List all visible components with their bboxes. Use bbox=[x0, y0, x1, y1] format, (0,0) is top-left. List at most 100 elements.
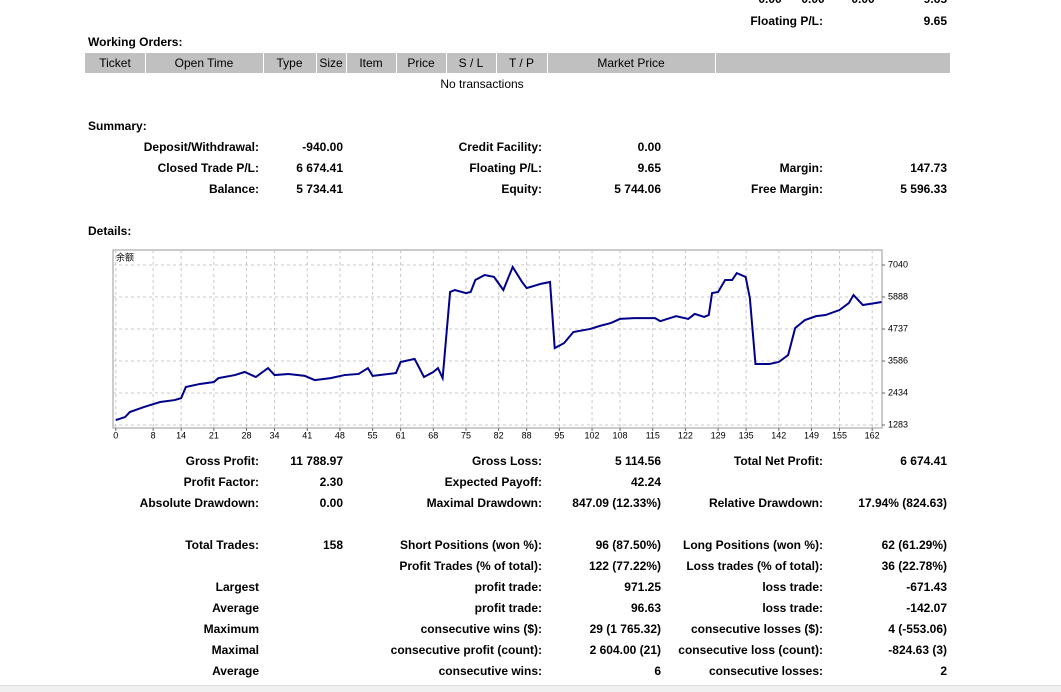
value: -142.07 bbox=[906, 601, 947, 615]
table-header-bar bbox=[85, 53, 950, 73]
column-header: Price bbox=[407, 56, 435, 70]
section-title: Summary: bbox=[88, 119, 147, 133]
value: 0.00 bbox=[319, 496, 343, 510]
label: Gross Profit: bbox=[185, 454, 259, 468]
label: Deposit/Withdrawal: bbox=[143, 140, 259, 154]
label: Maximal Drawdown: bbox=[426, 496, 542, 510]
column-header: Size bbox=[319, 56, 343, 70]
value: 5 744.06 bbox=[614, 182, 661, 196]
series-label: 余额 bbox=[116, 251, 134, 262]
label: Absolute Drawdown: bbox=[139, 496, 259, 510]
value: 2 604.00 (21) bbox=[589, 643, 661, 657]
value: 5 596.33 bbox=[900, 182, 947, 196]
label: profit trade: bbox=[474, 601, 542, 615]
balance-line bbox=[115, 264, 882, 422]
value: 4 (-553.06) bbox=[888, 622, 947, 636]
x-tick-label: 8 bbox=[151, 430, 156, 440]
x-tick-label: 75 bbox=[461, 430, 471, 440]
value: 9.65 bbox=[637, 161, 661, 175]
label: Expected Payoff: bbox=[444, 475, 542, 489]
label: Floating P/L: bbox=[750, 14, 823, 28]
label: Largest bbox=[215, 580, 259, 594]
y-tick-label: 7040 bbox=[888, 259, 908, 269]
label: Maximum bbox=[203, 622, 259, 636]
label: Balance: bbox=[208, 182, 259, 196]
value: 11 788.97 bbox=[290, 454, 343, 468]
value: 158 bbox=[322, 538, 343, 552]
label: Profit Trades (% of total): bbox=[399, 559, 542, 573]
value: 2 bbox=[940, 664, 947, 678]
label: Gross Loss: bbox=[471, 454, 542, 468]
value: 17.94% (824.63) bbox=[858, 496, 947, 510]
column-separator bbox=[316, 53, 317, 73]
label: Relative Drawdown: bbox=[708, 496, 823, 510]
label: Total Trades: bbox=[185, 538, 259, 552]
value: -824.63 (3) bbox=[888, 643, 947, 657]
x-tick-label: 21 bbox=[209, 430, 219, 440]
column-header: S / L bbox=[458, 56, 484, 70]
x-tick-label: 55 bbox=[368, 430, 378, 440]
label: Average bbox=[212, 601, 259, 615]
column-header: Market Price bbox=[597, 56, 665, 70]
value: 5 114.56 bbox=[614, 454, 661, 468]
value: 0.00 bbox=[851, 0, 874, 7]
label: Loss trades (% of total): bbox=[686, 559, 823, 573]
value: 5 734.41 bbox=[296, 182, 343, 196]
x-tick-label: 41 bbox=[302, 430, 312, 440]
value: 0.00 bbox=[637, 140, 661, 154]
value: 0.00 bbox=[801, 0, 824, 7]
section-title: Details: bbox=[88, 224, 132, 238]
value: -671.43 bbox=[906, 580, 947, 594]
y-tick-label: 2434 bbox=[888, 387, 908, 397]
label: consecutive profit (count): bbox=[390, 643, 542, 657]
value: 122 (77.22%) bbox=[588, 559, 661, 573]
x-tick-label: 61 bbox=[396, 430, 406, 440]
label: loss trade: bbox=[762, 580, 823, 594]
label: Free Margin: bbox=[750, 182, 823, 196]
value: 96 (87.50%) bbox=[595, 538, 661, 552]
x-tick-label: 115 bbox=[646, 430, 660, 440]
value: 62 (61.29%) bbox=[881, 538, 947, 552]
value: -940.00 bbox=[302, 140, 343, 154]
x-tick-label: 0 bbox=[113, 430, 118, 440]
value: 42.24 bbox=[630, 475, 661, 489]
label: loss trade: bbox=[762, 601, 823, 615]
value: 971.25 bbox=[624, 580, 661, 594]
x-tick-label: 88 bbox=[522, 430, 532, 440]
column-separator bbox=[263, 53, 264, 73]
label: consecutive wins ($): bbox=[420, 622, 542, 636]
value: 29 (1 765.32) bbox=[589, 622, 661, 636]
label: Equity: bbox=[501, 182, 542, 196]
status-strip bbox=[0, 685, 1061, 692]
label: consecutive loss (count): bbox=[678, 643, 823, 657]
column-separator bbox=[396, 53, 397, 73]
value: 9.65 bbox=[924, 0, 947, 7]
value: 6 674.41 bbox=[296, 161, 343, 175]
column-header: Item bbox=[359, 56, 383, 70]
x-tick-label: 142 bbox=[771, 430, 786, 440]
x-tick-label: 149 bbox=[804, 430, 819, 440]
label: consecutive losses ($): bbox=[690, 622, 823, 636]
column-header: T / P bbox=[508, 56, 535, 70]
y-tick-label: 5888 bbox=[888, 291, 908, 301]
label: Maximal bbox=[211, 643, 259, 657]
label: Short Positions (won %): bbox=[400, 538, 542, 552]
label: Margin: bbox=[779, 161, 823, 175]
column-separator bbox=[496, 53, 497, 73]
label: Floating P/L: bbox=[469, 161, 542, 175]
value: 147.73 bbox=[910, 161, 947, 175]
label: Average bbox=[212, 664, 259, 678]
x-tick-label: 68 bbox=[428, 430, 438, 440]
x-tick-label: 135 bbox=[739, 430, 754, 440]
value: 847.09 (12.33%) bbox=[572, 496, 661, 510]
label: Closed Trade P/L: bbox=[157, 161, 259, 175]
x-tick-label: 108 bbox=[613, 430, 628, 440]
x-tick-label: 14 bbox=[176, 430, 186, 440]
x-tick-label: 129 bbox=[711, 430, 726, 440]
y-tick-label: 1283 bbox=[888, 419, 908, 429]
value: 6 bbox=[654, 664, 661, 678]
x-tick-label: 82 bbox=[494, 430, 504, 440]
column-separator bbox=[145, 53, 146, 73]
